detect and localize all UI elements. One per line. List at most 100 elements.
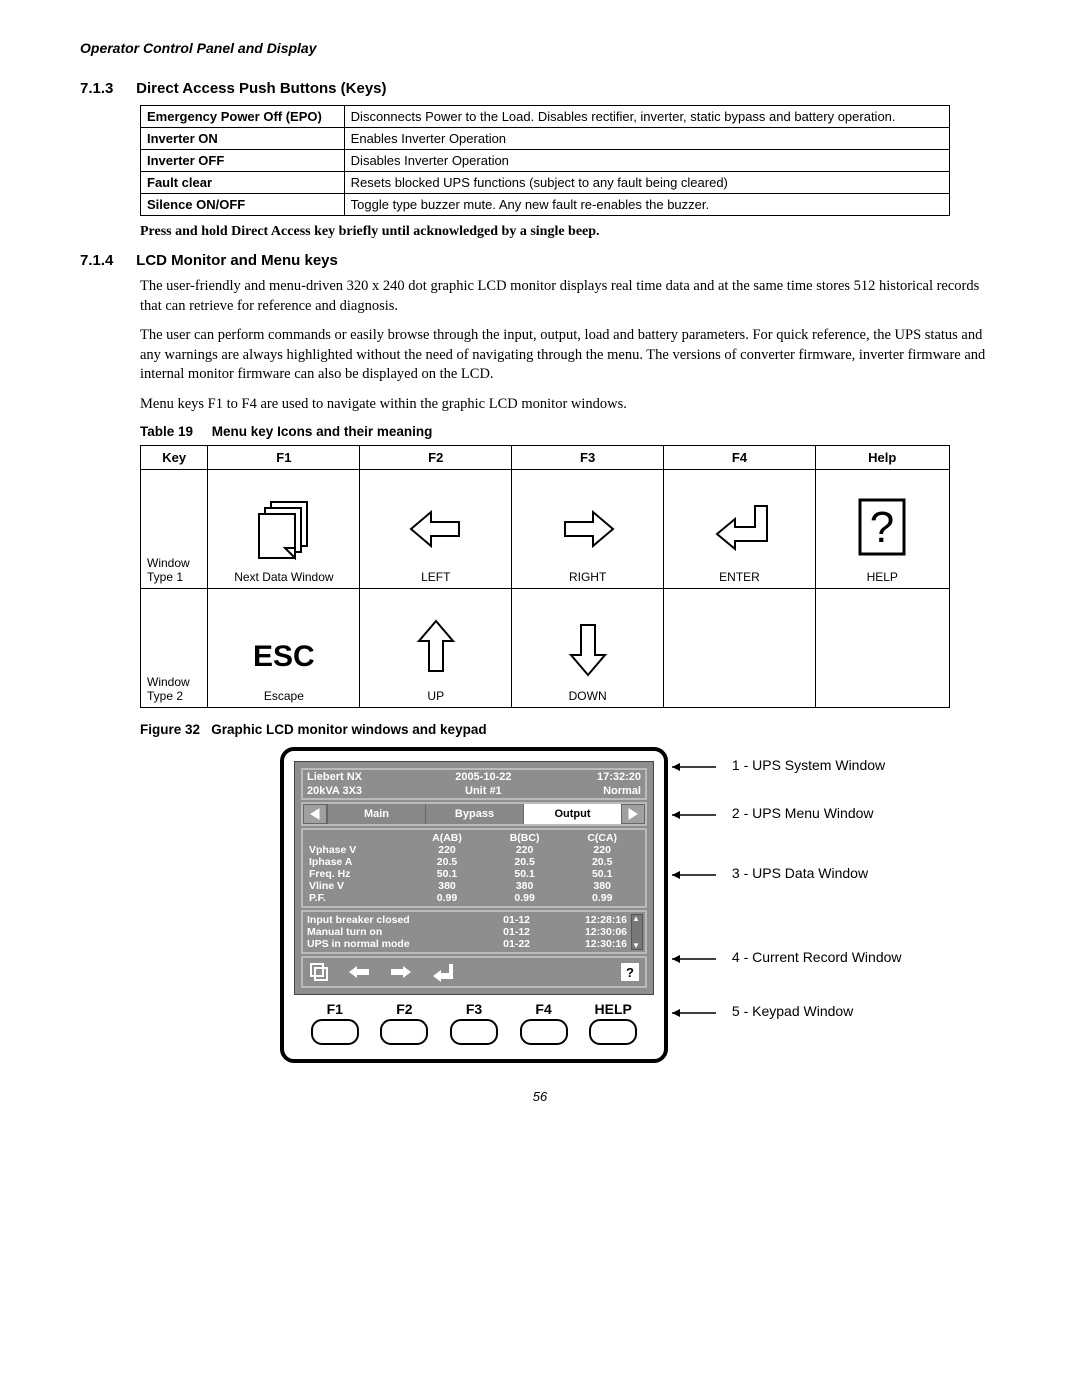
key-cell: Fault clear <box>141 172 345 194</box>
table19-title: Menu key Icons and their meaning <box>212 424 433 439</box>
col-c: C(CA) <box>563 832 641 844</box>
para-1: The user-friendly and menu-driven 320 x … <box>140 277 1000 316</box>
sys-date: 2005-10-22 <box>423 770 543 784</box>
callout-4-text: 4 - Current Record Window <box>732 949 882 965</box>
table-row: Fault clearResets blocked UPS functions … <box>141 172 950 194</box>
f1-label: F1 <box>300 1001 370 1017</box>
f2-button[interactable] <box>380 1019 428 1045</box>
f3-label: F3 <box>439 1001 509 1017</box>
col-key: Key <box>141 446 208 470</box>
data-val: 50.1 <box>408 868 486 880</box>
section-714-title: LCD Monitor and Menu keys <box>136 252 338 269</box>
tab-right-arrow-icon[interactable] <box>621 804 645 824</box>
menu-key-table: Key F1 F2 F3 F4 Help Window Type 1 Next … <box>140 445 950 708</box>
data-val: 0.99 <box>486 892 564 904</box>
lcd-system-window: Liebert NX 2005-10-22 17:32:20 20kVA 3X3… <box>301 768 647 800</box>
lcd-data-window: A(AB) B(BC) C(CA) Vphase V220220220 Ipha… <box>301 828 647 908</box>
tab-output[interactable]: Output <box>523 804 621 824</box>
down-arrow-icon: DOWN <box>512 589 664 708</box>
data-label: Vline V <box>307 880 408 892</box>
f4-label: F4 <box>509 1001 579 1017</box>
desc-cell: Toggle type buzzer mute. Any new fault r… <box>344 194 949 216</box>
data-label: Iphase A <box>307 856 408 868</box>
page-number: 56 <box>80 1089 1000 1104</box>
data-val: 0.99 <box>563 892 641 904</box>
desc-cell: Resets blocked UPS functions (subject to… <box>344 172 949 194</box>
f3-button[interactable] <box>450 1019 498 1045</box>
rec-date: 01-12 <box>462 926 530 938</box>
right-arrow-icon: RIGHT <box>512 470 664 589</box>
page-header: Operator Control Panel and Display <box>80 40 1000 56</box>
fig32-prefix: Figure 32 <box>140 722 200 737</box>
lcd-keypad-window: ? <box>301 956 647 988</box>
col-help: Help <box>815 446 949 470</box>
keypad-windows-icon[interactable] <box>309 962 329 982</box>
callout-3-text: 3 - UPS Data Window <box>732 865 862 881</box>
tab-left-arrow-icon[interactable] <box>303 804 327 824</box>
row2-label-text: Window Type 2 <box>141 675 207 703</box>
esc-text: ESC <box>214 622 353 674</box>
callout-5: 5 - Keypad Window <box>672 1003 853 1019</box>
data-val: 380 <box>486 880 564 892</box>
callout-4: 4 - Current Record Window <box>672 949 882 965</box>
svg-text:?: ? <box>870 503 894 552</box>
f-key-buttons <box>294 1017 654 1049</box>
table-row: Emergency Power Off (EPO)Disconnects Pow… <box>141 106 950 128</box>
callout-1-text: 1 - UPS System Window <box>732 757 862 773</box>
keypad-right-icon[interactable] <box>389 964 413 980</box>
table-row: Silence ON/OFFToggle type buzzer mute. A… <box>141 194 950 216</box>
sys-brand: Liebert NX <box>303 770 423 784</box>
data-val: 20.5 <box>563 856 641 868</box>
lcd-menu-window: Main Bypass Output <box>301 802 647 826</box>
row1-label-text: Window Type 1 <box>141 556 207 584</box>
tab-main[interactable]: Main <box>327 804 425 824</box>
right-label: RIGHT <box>512 570 663 584</box>
lcd-screen: Liebert NX 2005-10-22 17:32:20 20kVA 3X3… <box>294 761 654 995</box>
data-val: 220 <box>563 844 641 856</box>
lcd-record-window: Input breaker closed01-1212:28:16 Manual… <box>301 910 647 954</box>
help-button[interactable] <box>589 1019 637 1045</box>
key-cell: Silence ON/OFF <box>141 194 345 216</box>
f2-label: F2 <box>370 1001 440 1017</box>
keypad-left-icon[interactable] <box>347 964 371 980</box>
callout-1: 1 - UPS System Window <box>672 757 862 773</box>
record-scrollbar[interactable] <box>631 914 643 950</box>
key-cell: Inverter OFF <box>141 150 345 172</box>
lcd-panel: Liebert NX 2005-10-22 17:32:20 20kVA 3X3… <box>280 747 668 1063</box>
data-val: 50.1 <box>486 868 564 880</box>
f4-button[interactable] <box>520 1019 568 1045</box>
data-val: 20.5 <box>408 856 486 868</box>
keypad-enter-icon[interactable] <box>431 962 455 982</box>
data-val: 380 <box>563 880 641 892</box>
rec-text: UPS in normal mode <box>307 938 462 950</box>
desc-cell: Disables Inverter Operation <box>344 150 949 172</box>
data-val: 20.5 <box>486 856 564 868</box>
key-cell: Emergency Power Off (EPO) <box>141 106 345 128</box>
left-arrow-icon: LEFT <box>360 470 512 589</box>
rec-time: 12:28:16 <box>530 914 641 926</box>
para-3: Menu keys F1 to F4 are used to navigate … <box>140 395 1000 415</box>
col-f3: F3 <box>512 446 664 470</box>
enter-arrow-icon: ENTER <box>664 470 816 589</box>
tab-bypass[interactable]: Bypass <box>425 804 523 824</box>
next-window-icon: Next Data Window <box>208 470 360 589</box>
data-label: P.F. <box>307 892 408 904</box>
data-val: 0.99 <box>408 892 486 904</box>
keypad-help-icon[interactable]: ? <box>621 963 639 981</box>
col-f2: F2 <box>360 446 512 470</box>
enter-blank <box>664 589 816 708</box>
f1-button[interactable] <box>311 1019 359 1045</box>
callout-2-text: 2 - UPS Menu Window <box>732 805 862 821</box>
desc-cell: Enables Inverter Operation <box>344 128 949 150</box>
sys-status: Normal <box>543 784 645 798</box>
help-blank <box>815 589 949 708</box>
sys-time: 17:32:20 <box>543 770 645 784</box>
col-a: A(AB) <box>408 832 486 844</box>
figure32-caption: Figure 32 Graphic LCD monitor windows an… <box>140 722 1000 737</box>
data-label: Vphase V <box>307 844 408 856</box>
table-row: Inverter ONEnables Inverter Operation <box>141 128 950 150</box>
callout-3: 3 - UPS Data Window <box>672 865 862 881</box>
col-f1: F1 <box>208 446 360 470</box>
data-val: 220 <box>408 844 486 856</box>
rec-date: 01-12 <box>462 914 530 926</box>
